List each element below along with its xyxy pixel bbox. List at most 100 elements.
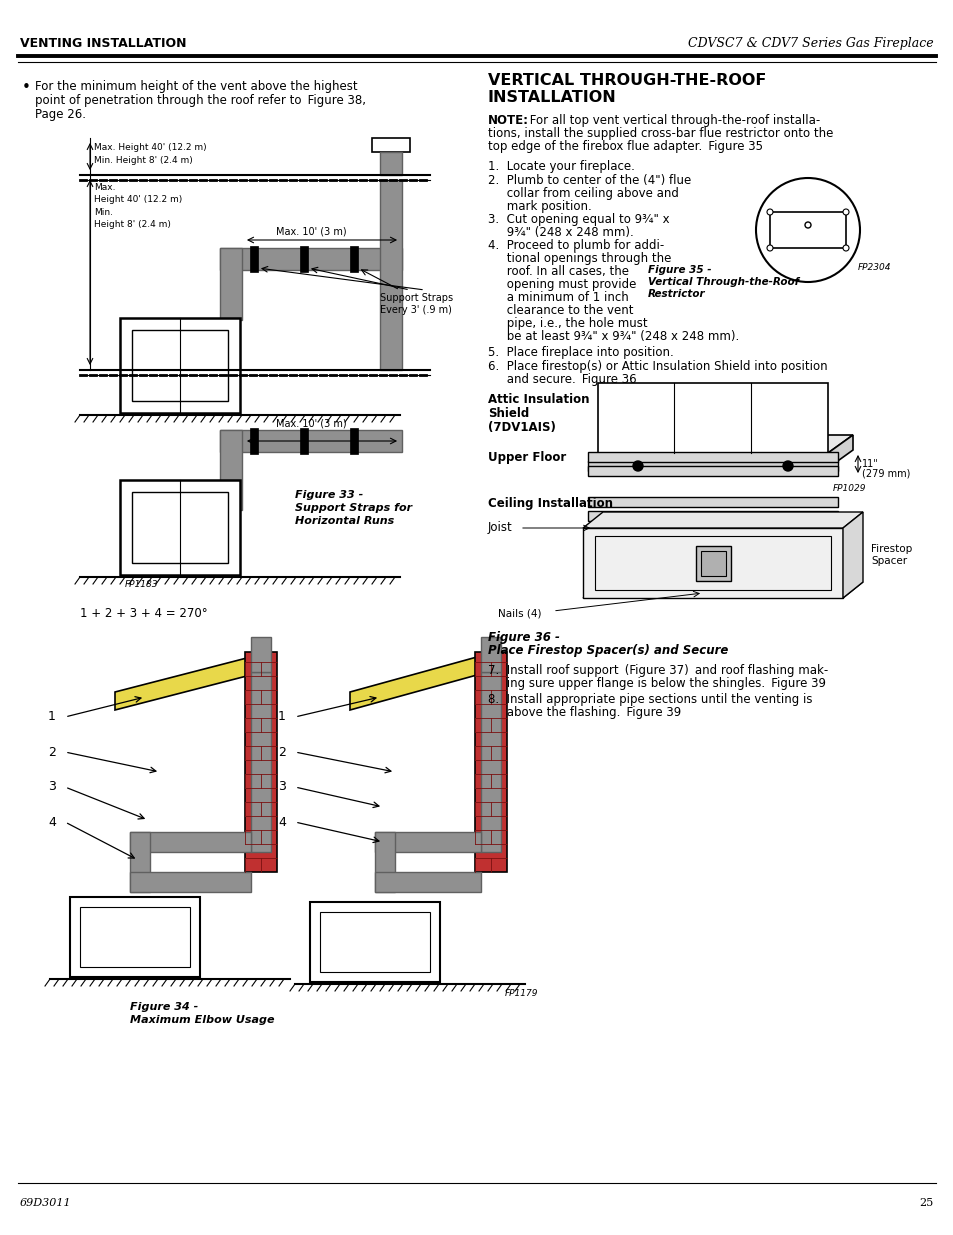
Text: Nails (4): Nails (4) xyxy=(497,608,541,618)
Text: Height 8' (2.4 m): Height 8' (2.4 m) xyxy=(94,220,171,228)
Circle shape xyxy=(633,461,642,471)
Text: Ceiling Installation: Ceiling Installation xyxy=(488,496,613,510)
Bar xyxy=(595,536,830,590)
Bar xyxy=(80,906,190,967)
Text: pipe, i.e., the hole must: pipe, i.e., the hole must xyxy=(488,317,647,330)
Circle shape xyxy=(755,178,859,282)
Text: Joist: Joist xyxy=(488,521,512,535)
Bar xyxy=(700,551,725,576)
Text: ing sure upper flange is below the shingles.  Figure 39: ing sure upper flange is below the shing… xyxy=(488,677,825,690)
Bar xyxy=(70,897,200,977)
Text: Max. 10' (3 m): Max. 10' (3 m) xyxy=(275,226,346,236)
Polygon shape xyxy=(350,652,495,710)
Bar xyxy=(310,902,439,982)
Text: Support Straps for: Support Straps for xyxy=(294,503,412,513)
Bar xyxy=(372,138,410,152)
Text: Restrictor: Restrictor xyxy=(647,289,705,299)
Bar xyxy=(769,212,845,248)
Bar xyxy=(350,246,357,272)
Bar xyxy=(130,832,251,852)
Text: 25: 25 xyxy=(919,1198,933,1208)
Text: 3: 3 xyxy=(48,781,56,794)
Text: Figure 36 -: Figure 36 - xyxy=(488,631,559,643)
Text: 2: 2 xyxy=(48,746,56,758)
Text: 1 + 2 + 3 + 4 = 270°: 1 + 2 + 3 + 4 = 270° xyxy=(80,606,208,620)
Text: tional openings through the: tional openings through the xyxy=(488,252,671,266)
Text: 3: 3 xyxy=(277,781,286,794)
Text: 1.  Locate your fireplace.: 1. Locate your fireplace. xyxy=(488,161,634,173)
Bar xyxy=(250,246,257,272)
Polygon shape xyxy=(115,652,270,710)
Text: 4: 4 xyxy=(48,815,56,829)
Text: Figure 33 -: Figure 33 - xyxy=(294,490,363,500)
Text: 7.  Install roof support  (Figure 37)  and roof flashing mak-: 7. Install roof support (Figure 37) and … xyxy=(488,664,827,677)
Bar xyxy=(379,180,401,370)
Bar xyxy=(375,872,480,892)
Text: Every 3' (.9 m): Every 3' (.9 m) xyxy=(379,305,452,315)
Bar xyxy=(132,330,228,401)
Text: 1: 1 xyxy=(48,710,56,724)
Bar xyxy=(350,429,357,454)
Text: above the flashing.  Figure 39: above the flashing. Figure 39 xyxy=(488,706,680,719)
Bar xyxy=(587,461,837,471)
Text: Figure 34 -: Figure 34 - xyxy=(130,1002,198,1011)
Text: Max. Height 40' (12.2 m): Max. Height 40' (12.2 m) xyxy=(94,143,207,152)
Text: FP2304: FP2304 xyxy=(857,263,890,272)
Text: Shield: Shield xyxy=(488,408,529,420)
Text: FP1029: FP1029 xyxy=(832,484,865,493)
Text: •: • xyxy=(22,80,30,95)
Polygon shape xyxy=(827,435,852,468)
Bar xyxy=(375,832,395,892)
Text: Max. 10' (3 m): Max. 10' (3 m) xyxy=(275,417,346,429)
Text: Max.: Max. xyxy=(94,183,115,191)
Text: 2.  Plumb to center of the (4") flue: 2. Plumb to center of the (4") flue xyxy=(488,174,691,186)
Text: Min.: Min. xyxy=(94,207,112,217)
Text: Vertical Through-the-Roof: Vertical Through-the-Roof xyxy=(647,277,799,287)
Bar xyxy=(220,248,401,270)
Text: a minimum of 1 inch: a minimum of 1 inch xyxy=(488,291,628,304)
Circle shape xyxy=(842,245,848,251)
Bar xyxy=(251,672,271,852)
Bar xyxy=(245,652,276,872)
Bar xyxy=(587,466,837,475)
Text: mark position.: mark position. xyxy=(488,200,591,212)
Text: clearance to the vent: clearance to the vent xyxy=(488,304,633,317)
Text: Horizontal Runs: Horizontal Runs xyxy=(294,516,394,526)
Bar xyxy=(319,911,430,972)
Polygon shape xyxy=(582,582,862,598)
Text: point of penetration through the roof refer to  Figure 38,: point of penetration through the roof re… xyxy=(35,94,366,107)
Circle shape xyxy=(782,461,792,471)
Bar xyxy=(120,480,240,576)
Text: 2: 2 xyxy=(277,746,286,758)
Text: be at least 9¾" x 9¾" (248 x 248 mm).: be at least 9¾" x 9¾" (248 x 248 mm). xyxy=(488,330,739,343)
Text: 3.  Cut opening equal to 9¾" x: 3. Cut opening equal to 9¾" x xyxy=(488,212,669,226)
Circle shape xyxy=(842,209,848,215)
Text: Firestop
Spacer: Firestop Spacer xyxy=(870,545,911,566)
Bar xyxy=(587,496,837,508)
Polygon shape xyxy=(598,435,852,453)
Text: 6.  Place firestop(s) or Attic Insulation Shield into position: 6. Place firestop(s) or Attic Insulation… xyxy=(488,359,827,373)
Text: CDVSC7 & CDV7 Series Gas Fireplace: CDVSC7 & CDV7 Series Gas Fireplace xyxy=(688,37,933,49)
Text: roof. In all cases, the: roof. In all cases, the xyxy=(488,266,628,278)
Text: 4: 4 xyxy=(277,815,286,829)
Circle shape xyxy=(766,245,772,251)
Bar xyxy=(598,383,827,453)
Bar xyxy=(120,317,240,412)
Text: (7DV1AIS): (7DV1AIS) xyxy=(488,421,556,433)
Text: tions, install the supplied cross-bar flue restrictor onto the: tions, install the supplied cross-bar fl… xyxy=(488,127,833,140)
Polygon shape xyxy=(842,513,862,598)
Circle shape xyxy=(766,209,772,215)
Bar xyxy=(587,452,837,462)
Text: FP1179: FP1179 xyxy=(504,989,537,998)
Text: 8.  Install appropriate pipe sections until the venting is: 8. Install appropriate pipe sections unt… xyxy=(488,693,812,706)
Text: collar from ceiling above and: collar from ceiling above and xyxy=(488,186,679,200)
Text: 1: 1 xyxy=(277,710,286,724)
Bar xyxy=(250,429,257,454)
Text: Maximum Elbow Usage: Maximum Elbow Usage xyxy=(130,1015,274,1025)
Text: Upper Floor: Upper Floor xyxy=(488,452,566,464)
Bar xyxy=(480,672,500,852)
Polygon shape xyxy=(582,513,862,529)
Bar xyxy=(220,430,401,452)
Bar xyxy=(587,511,837,521)
Bar xyxy=(132,492,228,563)
